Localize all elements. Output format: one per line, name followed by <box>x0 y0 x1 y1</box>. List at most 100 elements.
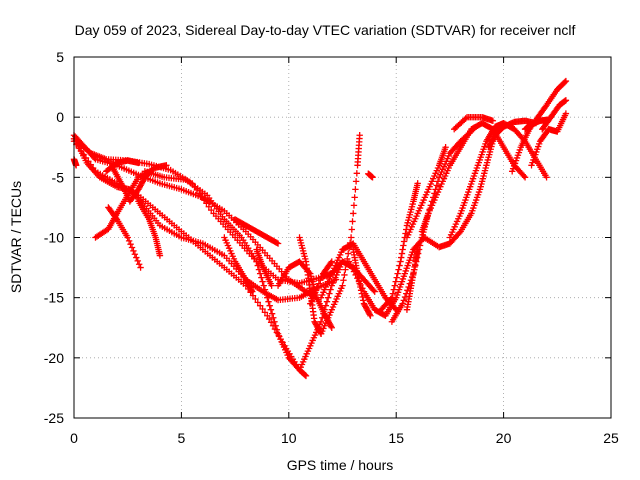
data-point <box>545 116 552 123</box>
data-point <box>309 293 317 301</box>
data-point <box>355 277 363 284</box>
data-point <box>489 117 497 124</box>
data-point <box>266 302 273 309</box>
data-point <box>327 286 334 293</box>
data-point <box>256 270 264 277</box>
data-point <box>130 247 137 255</box>
data-point <box>398 254 405 261</box>
data-point <box>351 194 358 201</box>
data-point <box>261 286 269 293</box>
data-point <box>347 234 355 241</box>
data-point <box>342 266 349 273</box>
y-tick-label: 5 <box>56 49 64 65</box>
data-point <box>301 371 308 378</box>
data-point <box>259 305 266 313</box>
data-series <box>109 164 157 205</box>
data-point <box>400 297 408 304</box>
data-series <box>141 168 346 374</box>
data-series <box>328 258 378 295</box>
data-point <box>200 196 208 204</box>
data-point <box>339 282 346 289</box>
data-point <box>397 258 404 265</box>
data-point <box>387 295 394 303</box>
x-tick-label: 10 <box>281 430 297 446</box>
data-point <box>302 372 309 379</box>
data-point <box>370 287 377 294</box>
data-point <box>357 287 365 294</box>
data-point <box>360 297 367 304</box>
data-point <box>149 166 156 174</box>
data-point <box>273 326 281 333</box>
data-series <box>377 180 421 313</box>
data-point <box>562 77 570 85</box>
data-point <box>345 250 352 257</box>
data-point <box>356 280 363 287</box>
data-point <box>391 305 399 312</box>
data-point <box>128 244 136 251</box>
data-point <box>400 238 408 245</box>
data-point <box>196 190 203 197</box>
data-point <box>388 294 396 301</box>
data-point <box>133 254 140 261</box>
data-point <box>308 297 315 304</box>
data-point <box>340 277 347 284</box>
data-point <box>349 218 356 225</box>
data-point <box>393 274 400 281</box>
data-point <box>416 242 424 249</box>
data-series <box>72 138 340 304</box>
y-tick-label: -25 <box>44 410 64 426</box>
data-series <box>350 246 374 319</box>
data-point <box>369 174 376 181</box>
data-point <box>267 306 275 313</box>
data-point <box>350 210 357 217</box>
x-tick-label: 5 <box>178 430 186 446</box>
data-point <box>135 159 142 167</box>
data-point <box>264 312 271 319</box>
data-point <box>462 115 469 122</box>
data-point <box>359 293 366 301</box>
data-series <box>521 116 552 133</box>
data-point <box>520 172 528 180</box>
data-point <box>318 273 325 281</box>
data-point <box>124 234 131 241</box>
data-series <box>403 144 449 241</box>
data-point <box>273 239 281 247</box>
data-point <box>352 178 360 185</box>
y-tick-label: -10 <box>44 230 64 246</box>
data-point <box>261 309 269 316</box>
data-point <box>456 229 463 237</box>
data-point <box>260 282 267 289</box>
x-tick-label: 0 <box>70 430 78 446</box>
data-point <box>258 274 265 281</box>
data-point <box>131 251 139 258</box>
data-point <box>312 287 320 294</box>
data-point <box>357 283 364 291</box>
data-point <box>398 250 406 257</box>
data-point <box>341 271 348 279</box>
y-tick-label: -20 <box>44 350 64 366</box>
data-point <box>150 165 157 173</box>
data-point <box>328 324 335 331</box>
data-point <box>417 238 425 245</box>
data-point <box>135 261 143 268</box>
data-point <box>249 292 257 299</box>
data-point <box>134 257 141 265</box>
x-tick-label: 20 <box>496 430 512 446</box>
axis-ticks: 0 5 10 15 20 25 5 0 -5 -10 -15 -20 -25 <box>44 49 619 446</box>
data-point <box>561 78 569 86</box>
data-point <box>315 280 323 287</box>
data-point <box>442 144 449 151</box>
data-point <box>254 299 261 306</box>
data-point <box>163 162 170 169</box>
chart-title: Day 059 of 2023, Sidereal Day-to-day VTE… <box>75 22 576 38</box>
data-point <box>249 288 256 295</box>
data-points <box>70 77 570 380</box>
data-series <box>307 258 335 307</box>
data-point <box>401 293 409 301</box>
data-point <box>267 319 275 326</box>
data-series <box>135 198 164 259</box>
data-point <box>203 200 210 207</box>
data-point <box>348 226 356 233</box>
y-tick-label: -5 <box>52 169 65 185</box>
